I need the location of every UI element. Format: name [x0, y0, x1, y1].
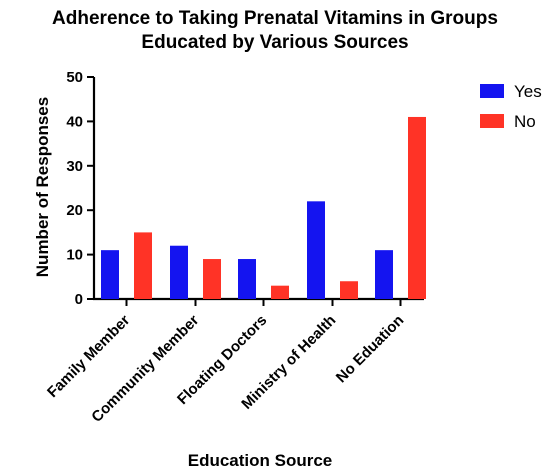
y-tick-label: 0: [75, 291, 83, 308]
legend-label-no: No: [514, 112, 536, 131]
y-axis-title: Number of Responses: [33, 97, 52, 277]
legend-label-yes: Yes: [514, 82, 542, 101]
bar-yes-3: [307, 201, 325, 299]
y-tick-label: 20: [66, 202, 83, 219]
legend: Yes No: [480, 82, 542, 131]
bar-yes-0: [101, 250, 119, 299]
bars: [101, 116, 426, 300]
y-axis-ticks: 0 10 20 30 40 50: [66, 69, 94, 308]
bar-no-3: [340, 281, 358, 299]
y-tick-label: 40: [66, 113, 83, 130]
bar-yes-1: [170, 245, 188, 299]
bar-yes-4: [375, 250, 393, 299]
legend-swatch-yes: [480, 84, 504, 98]
bar-no-0: [134, 232, 152, 299]
chart-title-line-2: Educated by Various Sources: [141, 32, 408, 53]
chart-title-line-1: Adherence to Taking Prenatal Vitamins in…: [52, 8, 498, 29]
y-tick-label: 50: [66, 69, 83, 86]
x-axis-title: Education Source: [188, 451, 333, 470]
bar-yes-2: [238, 259, 256, 299]
bar-no-1: [203, 259, 221, 299]
legend-swatch-no: [480, 114, 504, 128]
bar-no-4: [408, 116, 426, 300]
x-tick-label: No Eduation: [333, 312, 407, 386]
y-tick-label: 10: [66, 247, 83, 264]
y-tick-label: 30: [66, 158, 83, 175]
bar-no-2: [271, 285, 289, 299]
